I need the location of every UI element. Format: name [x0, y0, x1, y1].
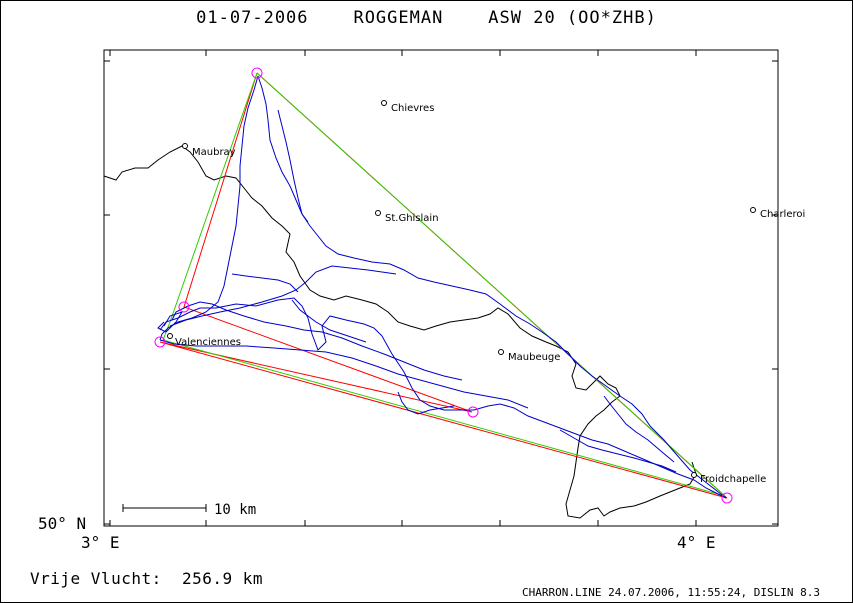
- flight-title: 01-07-2006 ROGGEMAN ASW 20 (OO*ZHB): [196, 8, 657, 28]
- town-dot: [381, 100, 387, 106]
- longitude-label-right: 4° E: [677, 533, 716, 552]
- town-label: Maubray: [192, 147, 236, 158]
- free-flight-distance: Vrije Vlucht: 256.9 km: [30, 569, 264, 588]
- turnpoint-marker: [251, 67, 263, 79]
- latitude-label: 50° N: [38, 514, 87, 533]
- town-label: Froidchapelle: [700, 474, 766, 485]
- town-label: Charleroi: [760, 209, 805, 220]
- longitude-label-left: 3° E: [81, 533, 120, 552]
- axis-ticks: [104, 50, 778, 526]
- scale-bar-label: 10 km: [214, 502, 256, 518]
- town-label: Maubeuge: [508, 352, 560, 363]
- town-label: St.Ghislain: [385, 213, 439, 224]
- town-label: Chievres: [391, 103, 434, 114]
- map-frame: [103, 49, 779, 527]
- program-info: CHARRON.LINE 24.07.2006, 11:55:24, DISLI…: [521, 586, 820, 599]
- towns-layer: Chievres Maubray St.Ghislain Charleroi V…: [167, 100, 805, 485]
- gps-track: [157, 75, 727, 499]
- town-dot: [750, 207, 756, 213]
- town-dot: [691, 472, 697, 478]
- turnpoint-marker: [178, 301, 190, 313]
- turnpoint-marker: [721, 492, 733, 504]
- town-dot: [498, 349, 504, 355]
- turnpoint-marker: [154, 336, 166, 348]
- turnpoint-markers: [154, 67, 733, 504]
- town-dot: [167, 333, 173, 339]
- scale-bar: 10 km: [122, 502, 256, 518]
- town-label: Valenciennes: [175, 337, 241, 348]
- task-route-line: [159, 72, 728, 499]
- town-dot: [375, 210, 381, 216]
- turnpoint-marker: [467, 406, 479, 418]
- country-border: [103, 145, 697, 519]
- town-dot: [182, 143, 188, 149]
